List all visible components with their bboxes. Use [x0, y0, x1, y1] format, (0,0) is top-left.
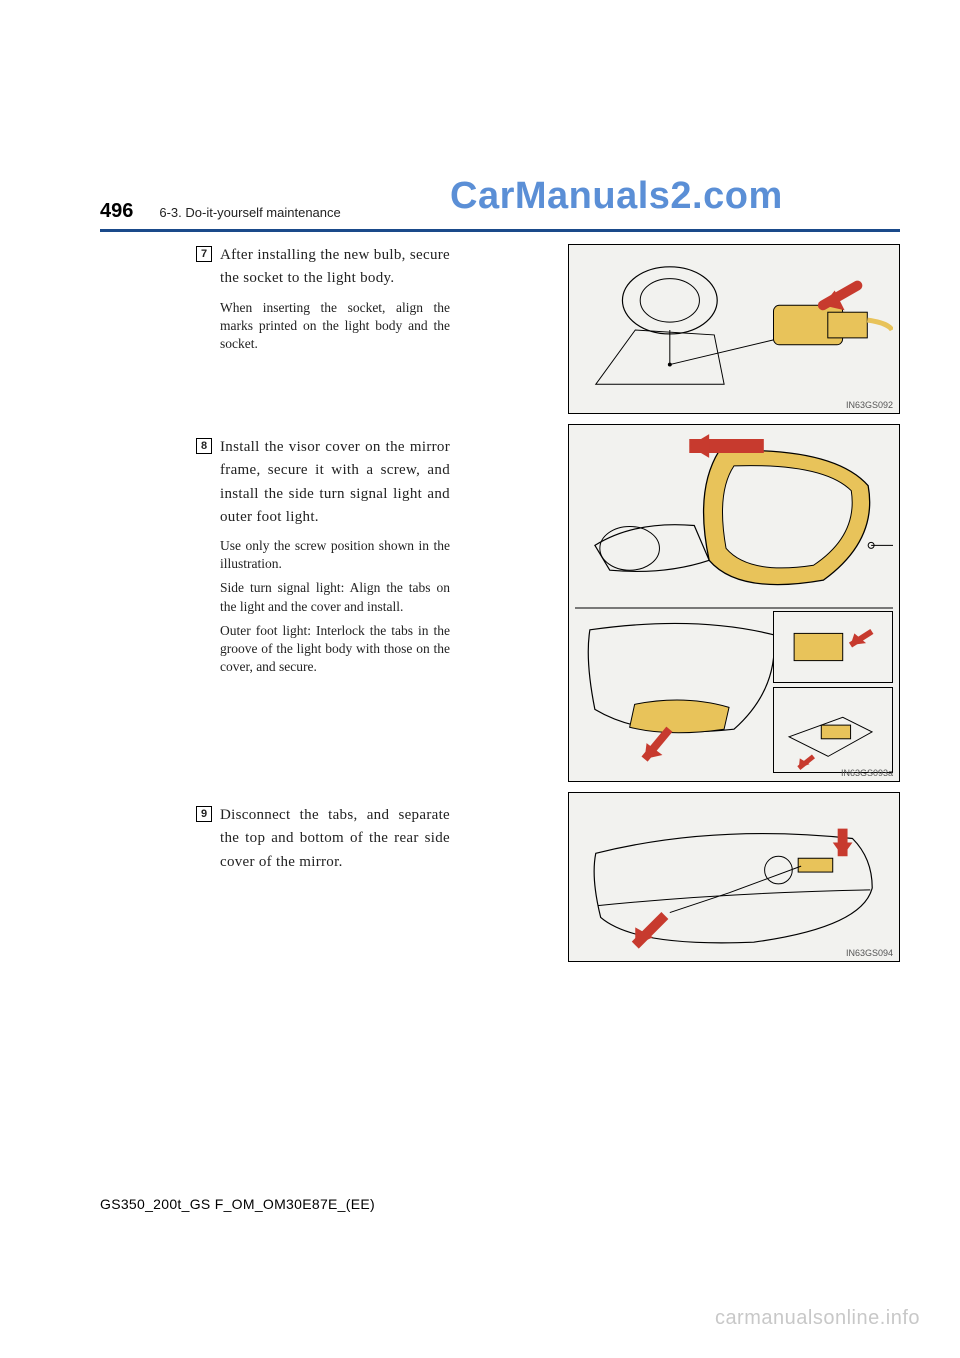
step-number: 9 [201, 808, 207, 820]
footer-code: GS350_200t_GS F_OM_OM30E87E_(EE) [100, 1196, 375, 1212]
step-number: 8 [201, 440, 207, 452]
step-sub: Outer foot light: Interlock the tabs in … [220, 622, 450, 677]
step-number-box: 9 [196, 806, 212, 822]
step-sub: When inserting the socket, align the mar… [220, 299, 450, 354]
step-lead: Disconnect the tabs, and separate the to… [220, 804, 450, 874]
watermark-bottom: carmanualsonline.info [715, 1307, 920, 1330]
step-7: 7 After installing the new bulb, secure … [100, 244, 900, 424]
step-number-box: 8 [196, 438, 212, 454]
step-8: 8 Install the visor cover on the mirror … [100, 436, 900, 794]
step-sub: Use only the screw position shown in the… [220, 537, 450, 573]
page-number: 496 [100, 200, 133, 223]
step-sub: Side turn signal light: Align the tabs o… [220, 579, 450, 615]
step-lead: After installing the new bulb, secure th… [220, 244, 450, 291]
step-number-box: 7 [196, 246, 212, 262]
step-lead: Install the visor cover on the mirror fr… [220, 436, 450, 529]
content-area: IN63GS092 [100, 244, 900, 882]
figure-label: IN63GS094 [846, 948, 893, 958]
step-9: 9 Disconnect the tabs, and separate the … [100, 804, 900, 874]
step-number: 7 [201, 248, 207, 260]
manual-page: CarManuals2.com 496 6-3. Do-it-yourself … [0, 0, 960, 1358]
section-title: 6-3. Do-it-yourself maintenance [159, 205, 340, 220]
page-header: 496 6-3. Do-it-yourself maintenance [100, 200, 900, 232]
